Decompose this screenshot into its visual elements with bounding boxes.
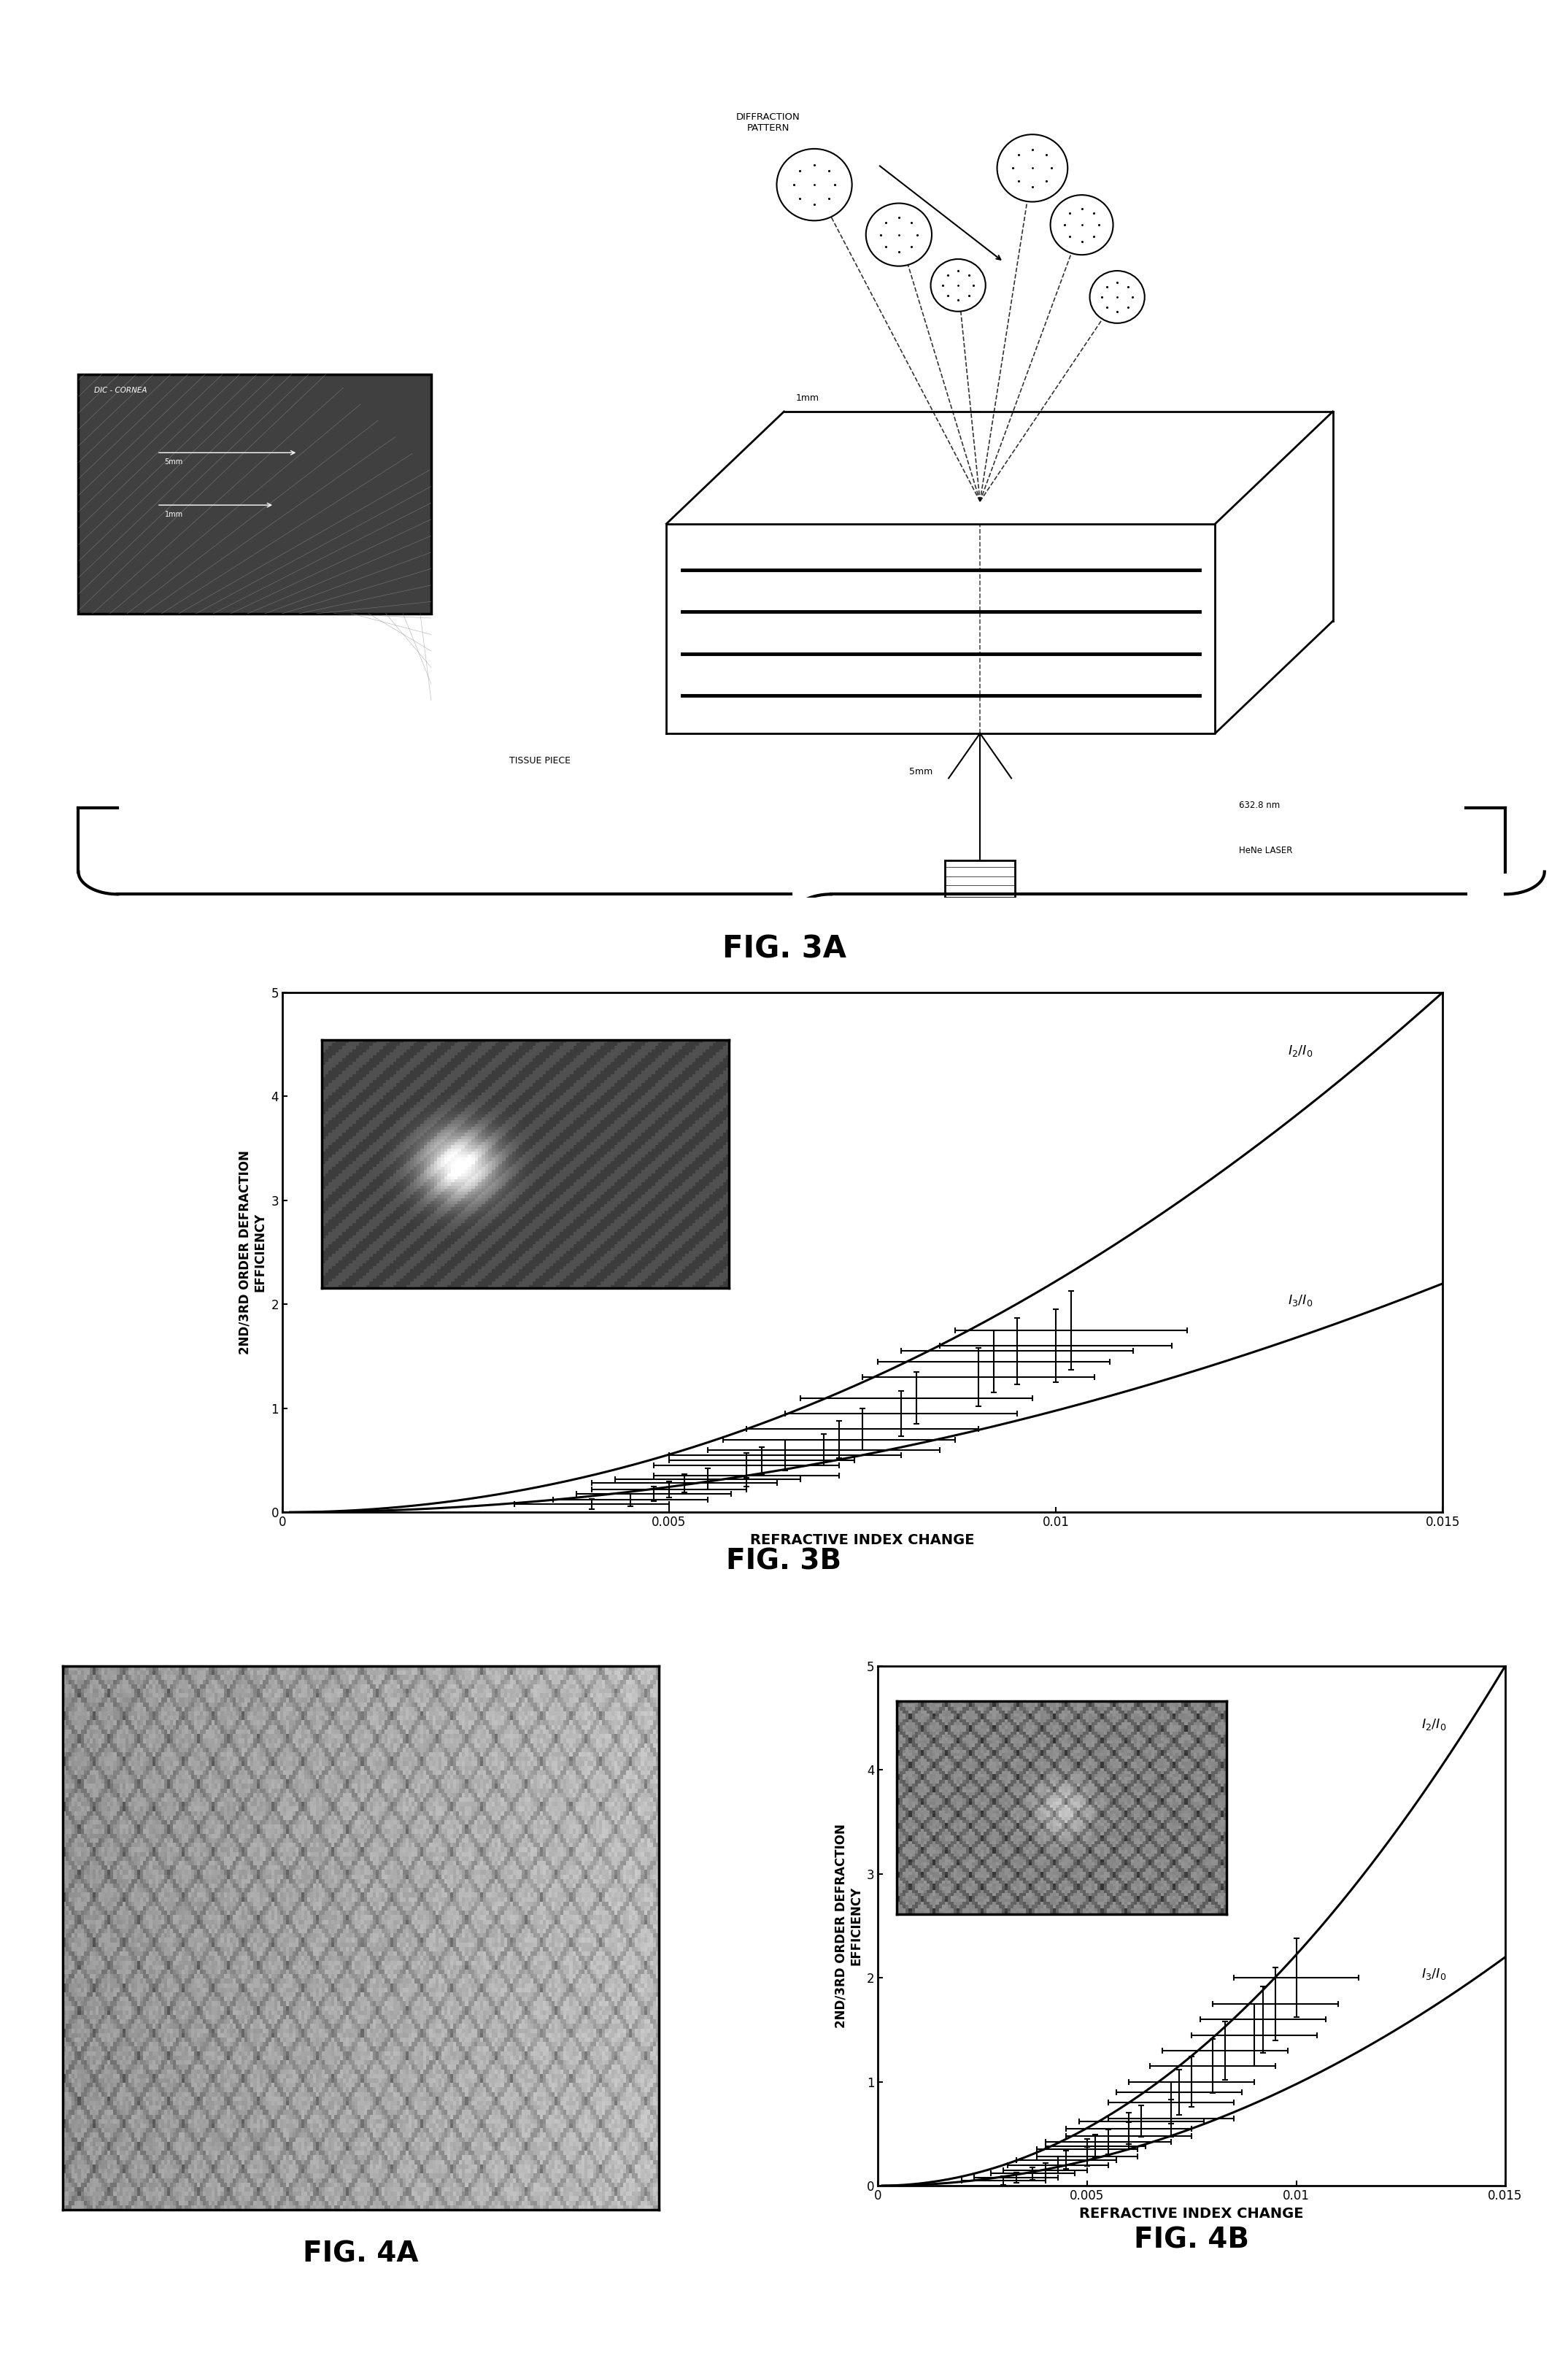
Circle shape [1090,272,1145,324]
Text: DIC - CORNEA: DIC - CORNEA [94,388,147,395]
Text: $I_3/I_0$: $I_3/I_0$ [1287,1293,1312,1309]
X-axis label: REFRACTIVE INDEX CHANGE: REFRACTIVE INDEX CHANGE [1079,2207,1305,2221]
Text: 632.8 nm: 632.8 nm [1239,801,1279,811]
Circle shape [866,203,931,267]
Circle shape [776,149,851,220]
Text: 1mm: 1mm [165,510,183,517]
Text: $I_2/I_0$: $I_2/I_0$ [1287,1044,1312,1059]
Y-axis label: 2ND/3RD ORDER DEFRACTION
EFFICIENCY: 2ND/3RD ORDER DEFRACTION EFFICIENCY [238,1151,267,1354]
Circle shape [1051,196,1113,255]
Text: FIG. 3B: FIG. 3B [726,1548,842,1576]
Text: TISSUE PIECE: TISSUE PIECE [510,756,571,766]
Bar [78,373,431,614]
Y-axis label: 2ND/3RD ORDER DEFRACTION
EFFICIENCY: 2ND/3RD ORDER DEFRACTION EFFICIENCY [834,1824,862,2027]
Text: FIG. 4A: FIG. 4A [303,2240,419,2268]
Circle shape [931,260,986,312]
Text: FIG. 4B: FIG. 4B [1134,2226,1250,2254]
Text: 5mm: 5mm [165,458,183,466]
Text: HeNe LASER: HeNe LASER [1239,846,1292,855]
Text: 5mm: 5mm [909,768,933,777]
Text: 1mm: 1mm [797,392,818,402]
Text: $I_3/I_0$: $I_3/I_0$ [1422,1966,1447,1983]
Bar [944,860,1016,898]
Text: $I_2/I_0$: $I_2/I_0$ [1422,1718,1447,1732]
Text: FIG. 3A: FIG. 3A [721,933,847,964]
Circle shape [997,135,1068,201]
Text: DIFFRACTION
PATTERN: DIFFRACTION PATTERN [737,111,800,132]
X-axis label: REFRACTIVE INDEX CHANGE: REFRACTIVE INDEX CHANGE [750,1534,975,1548]
